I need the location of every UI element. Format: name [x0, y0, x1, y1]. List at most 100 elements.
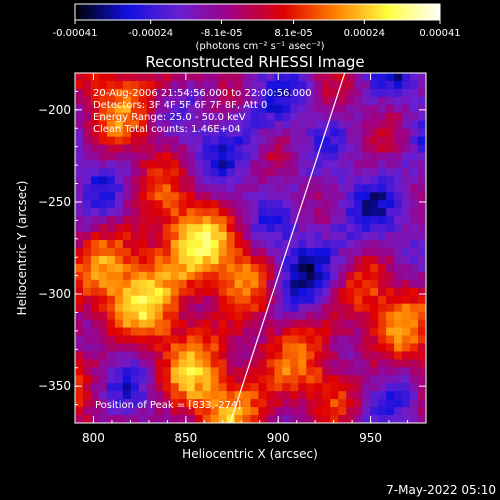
heatmap-cell [330, 391, 339, 400]
heatmap-cell [330, 208, 339, 217]
heatmap-cell [386, 184, 395, 193]
heatmap-cell [75, 128, 84, 138]
heatmap-cell [394, 407, 403, 416]
heatmap-cell [402, 232, 411, 241]
heatmap-cell [266, 96, 276, 106]
heatmap-cell [218, 343, 228, 353]
heatmap-cell [330, 104, 339, 114]
heatmap-cell [418, 415, 426, 423]
heatmap-cell [362, 232, 371, 241]
heatmap-cell [330, 375, 339, 384]
heatmap-cell [338, 200, 347, 209]
heatmap-cell [394, 399, 403, 408]
heatmap-cell [226, 343, 236, 353]
heatmap-cell [170, 279, 180, 289]
heatmap-cell [106, 216, 116, 225]
heatmap-cell [266, 168, 276, 178]
heatmap-cell [378, 73, 387, 82]
heatmap-cell [402, 335, 411, 345]
heatmap-cell [138, 152, 148, 162]
heatmap-cell [82, 279, 92, 289]
heatmap-cell [250, 232, 260, 241]
heatmap-cell [298, 128, 307, 138]
heatmap-cell [410, 415, 419, 423]
heatmap-cell [250, 399, 260, 408]
heatmap-cell [90, 112, 100, 122]
heatmap-cell [266, 415, 276, 423]
heatmap-cell [362, 73, 371, 82]
heatmap-cell [362, 128, 371, 138]
heatmap-cell [250, 120, 260, 130]
heatmap-cell [138, 192, 148, 201]
x-axis-ticks: 800 850 900 950 [74, 73, 427, 445]
heatmap-cell [362, 144, 371, 154]
heatmap-cell [210, 375, 220, 384]
heatmap-cell [410, 375, 419, 384]
heatmap-cell [346, 359, 355, 368]
heatmap-cell [338, 335, 347, 345]
heatmap-cell [306, 120, 315, 130]
heatmap-cell [162, 112, 172, 122]
heatmap-cell [322, 144, 331, 154]
heatmap-cell [178, 399, 188, 408]
heatmap-cell [162, 200, 172, 209]
heatmap-cell [90, 271, 100, 281]
heatmap-cell [258, 240, 268, 249]
heatmap-cell [202, 224, 212, 233]
heatmap-cell [210, 208, 220, 217]
heatmap-cell [210, 351, 220, 360]
heatmap-cell [282, 407, 291, 416]
heatmap-cell [75, 311, 84, 321]
heatmap-cell [106, 73, 116, 82]
heatmap-cell [314, 319, 323, 329]
heatmap-cell [130, 200, 140, 209]
heatmap-cell [122, 184, 132, 193]
heatmap-cell [106, 88, 116, 98]
heatmap-cell [130, 184, 140, 193]
heatmap-cell [314, 120, 323, 130]
heatmap-cell [106, 255, 116, 265]
heatmap-cell [90, 287, 100, 297]
heatmap-cell [106, 176, 116, 185]
heatmap-cell [274, 279, 284, 289]
heatmap-cell [122, 415, 132, 423]
heatmap-cell [154, 120, 164, 130]
heatmap-cell [98, 255, 108, 265]
heatmap-cell [98, 319, 108, 329]
heatmap-cell [298, 271, 307, 281]
heatmap-cell [170, 88, 180, 98]
heatmap-cell [75, 136, 84, 146]
heatmap-cell [154, 263, 164, 273]
heatmap-cell [242, 287, 252, 297]
heatmap-cell [250, 152, 260, 162]
heatmap-cell [362, 279, 371, 289]
heatmap-cell [82, 407, 92, 416]
heatmap-cell [306, 200, 315, 209]
heatmap-cell [242, 224, 252, 233]
heatmap-cell [75, 319, 84, 329]
heatmap-cell [266, 184, 276, 193]
heatmap-cell [234, 120, 244, 130]
heatmap-cell [410, 80, 419, 90]
heatmap-cell [354, 208, 363, 217]
heatmap-cell [75, 351, 84, 360]
heatmap-cell [186, 208, 196, 217]
heatmap-cell [346, 399, 355, 408]
heatmap-cell [394, 375, 403, 384]
heatmap-cell [330, 168, 339, 178]
heatmap-cell [386, 224, 395, 233]
heatmap-cell [218, 279, 228, 289]
heatmap-cell [202, 279, 212, 289]
heatmap-cell [98, 279, 108, 289]
heatmap-cell [186, 128, 196, 138]
heatmap-cell [234, 96, 244, 106]
heatmap-cell [386, 216, 395, 225]
heatmap-cell [226, 136, 236, 146]
heatmap-cell [394, 184, 403, 193]
heatmap-cell [178, 168, 188, 178]
heatmap-cell [402, 216, 411, 225]
heatmap-cell [402, 96, 411, 106]
heatmap-cell [354, 232, 363, 241]
heatmap-cell [410, 343, 419, 353]
heatmap-cell [154, 359, 164, 368]
